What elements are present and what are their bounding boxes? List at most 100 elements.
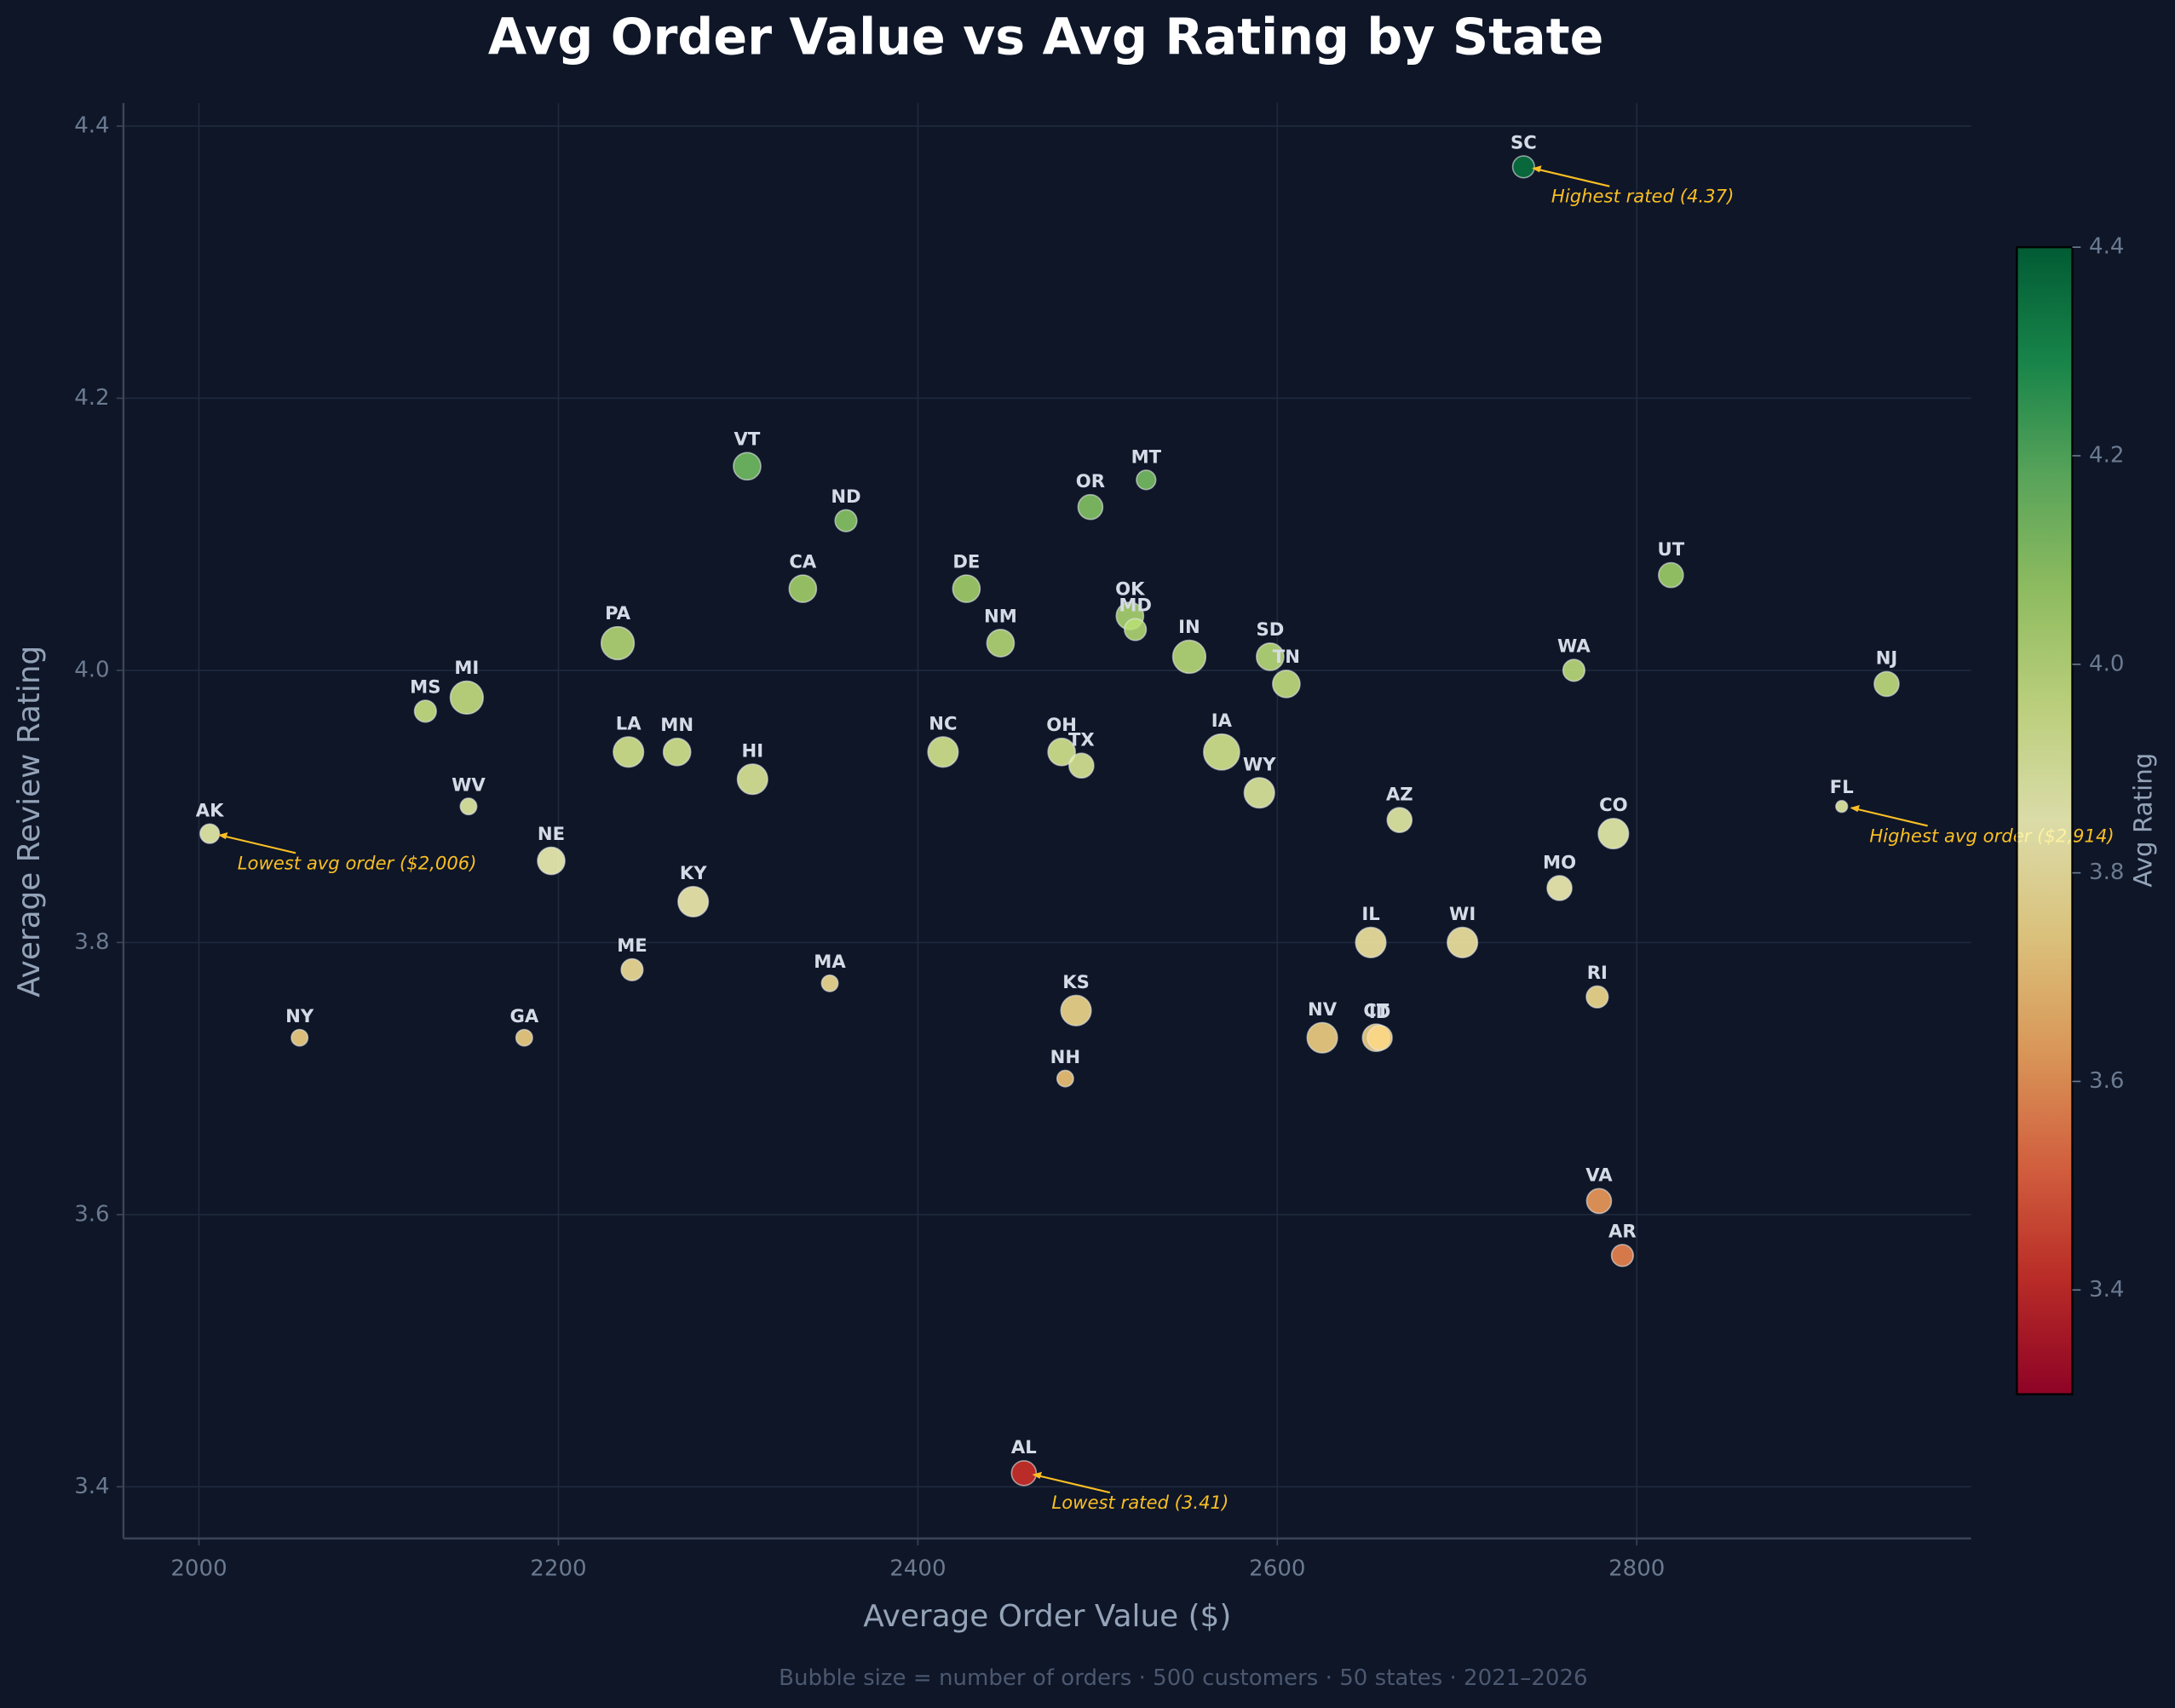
point-label: IL — [1361, 903, 1379, 924]
point-label: KY — [680, 862, 707, 883]
bubble — [1306, 1021, 1338, 1054]
point-label: DE — [952, 550, 980, 572]
bubble — [613, 736, 645, 768]
annotation-arrow — [1850, 807, 1928, 827]
colorbar-tick-label: 3.6 — [2089, 1068, 2124, 1094]
bubble — [736, 763, 768, 796]
point-label: PA — [605, 602, 631, 624]
annotation-arrowhead — [1032, 1471, 1043, 1479]
bubble — [1658, 561, 1684, 589]
x-axis-label: Average Order Value ($) — [863, 1599, 1231, 1634]
point-label: NJ — [1876, 647, 1898, 669]
colorbar-tick-label: 4.0 — [2089, 651, 2124, 676]
point-label: MO — [1543, 851, 1576, 872]
bubble — [952, 574, 981, 603]
bubble — [1056, 1069, 1074, 1088]
point-label: NE — [538, 823, 565, 844]
bubble — [820, 974, 839, 992]
bubble — [1256, 642, 1285, 671]
bubble — [1047, 737, 1077, 767]
y-axis-label: Average Review Rating — [12, 646, 47, 998]
point-label: CO — [1599, 794, 1628, 815]
point-label: WA — [1557, 635, 1591, 656]
annotation-arrow — [1533, 167, 1610, 187]
grid: 2000 2200 2400 2600 2800 3.4 3.6 3.8 4.0 4.2 4.4 — [74, 102, 1971, 1581]
point-label: NH — [1050, 1046, 1080, 1067]
bubble — [986, 629, 1016, 658]
colorbar-label: Avg Rating — [2129, 753, 2158, 888]
bubble — [291, 1028, 309, 1047]
colorbar-gradient — [2016, 245, 2074, 1395]
annotation-arrowhead — [1532, 165, 1542, 173]
point-label: ME — [617, 935, 647, 956]
point-label: OR — [1076, 470, 1105, 492]
bubble — [1447, 926, 1479, 958]
bubble — [199, 823, 221, 844]
annotation-arrowhead — [1850, 805, 1860, 813]
colorbar-tick-label: 3.4 — [2089, 1277, 2124, 1303]
x-tick-label: 2800 — [1608, 1556, 1665, 1581]
colorbar-tick-label: 4.4 — [2089, 234, 2124, 260]
annotation-arrowhead — [217, 831, 228, 840]
annotation: Lowest avg order ($2,006) — [238, 852, 477, 873]
bubble — [927, 736, 959, 768]
bubble — [459, 797, 478, 816]
point-label: CT — [1363, 1000, 1390, 1021]
bubble — [537, 846, 566, 876]
bubble — [1136, 469, 1157, 491]
footnote: Bubble size = number of orders · 500 cus… — [779, 1665, 1588, 1691]
colorbar-tick-label: 4.2 — [2089, 442, 2124, 468]
x-tick-label: 2200 — [530, 1556, 586, 1581]
bubble — [1355, 926, 1387, 958]
bubble — [1585, 985, 1609, 1009]
point-label: SC — [1510, 131, 1537, 152]
bubble — [449, 680, 485, 716]
point-label: AL — [1011, 1436, 1037, 1458]
point-label: NV — [1308, 998, 1338, 1020]
bubble — [1835, 799, 1849, 814]
bubble — [1124, 618, 1148, 641]
point-label: OK — [1115, 578, 1146, 599]
y-tick-label: 4.4 — [74, 112, 109, 138]
point-label: MA — [814, 951, 846, 972]
point-label: MT — [1131, 446, 1162, 467]
bubble — [1873, 670, 1900, 698]
bubble — [1272, 670, 1301, 699]
point-label: SD — [1256, 618, 1284, 640]
bubble — [1562, 658, 1586, 682]
bubble — [1386, 807, 1413, 833]
x-tick-label: 2000 — [170, 1556, 227, 1581]
bubble — [1610, 1244, 1634, 1268]
point-label: FL — [1830, 776, 1854, 797]
point-label: UT — [1658, 538, 1685, 560]
colorbar: Avg Rating 3.4 3.6 3.8 4.0 4.2 4.4 — [2016, 234, 2158, 1395]
point-label: OH — [1046, 714, 1077, 735]
bubble — [1546, 875, 1573, 901]
point-label: AR — [1608, 1220, 1637, 1241]
point-label: NM — [984, 605, 1017, 626]
bubble — [413, 699, 437, 723]
bubble — [600, 625, 636, 661]
y-tick-label: 4.2 — [74, 385, 109, 411]
chart-title: Avg Order Value vs Avg Rating by State — [488, 9, 1604, 66]
point-label: HI — [742, 739, 764, 761]
annotation-arrow — [1033, 1473, 1111, 1494]
point-label: TN — [1273, 646, 1300, 667]
bubble — [662, 737, 692, 767]
bubble — [1597, 818, 1630, 850]
point-label: IN — [1178, 616, 1200, 637]
annotations: Highest rated (4.37) Lowest avg order ($2… — [217, 165, 2115, 1513]
bubble — [1010, 1460, 1038, 1487]
point-label: WI — [1449, 903, 1476, 924]
point-label: MN — [660, 714, 693, 735]
point-label: VA — [1585, 1165, 1613, 1186]
point-label: CA — [789, 550, 817, 572]
point-label: TX — [1068, 729, 1095, 750]
bubble — [1243, 777, 1275, 809]
bubble — [834, 509, 858, 532]
point-label: WV — [452, 773, 486, 795]
point-label: VT — [734, 428, 761, 450]
annotation-arrow — [219, 834, 296, 854]
